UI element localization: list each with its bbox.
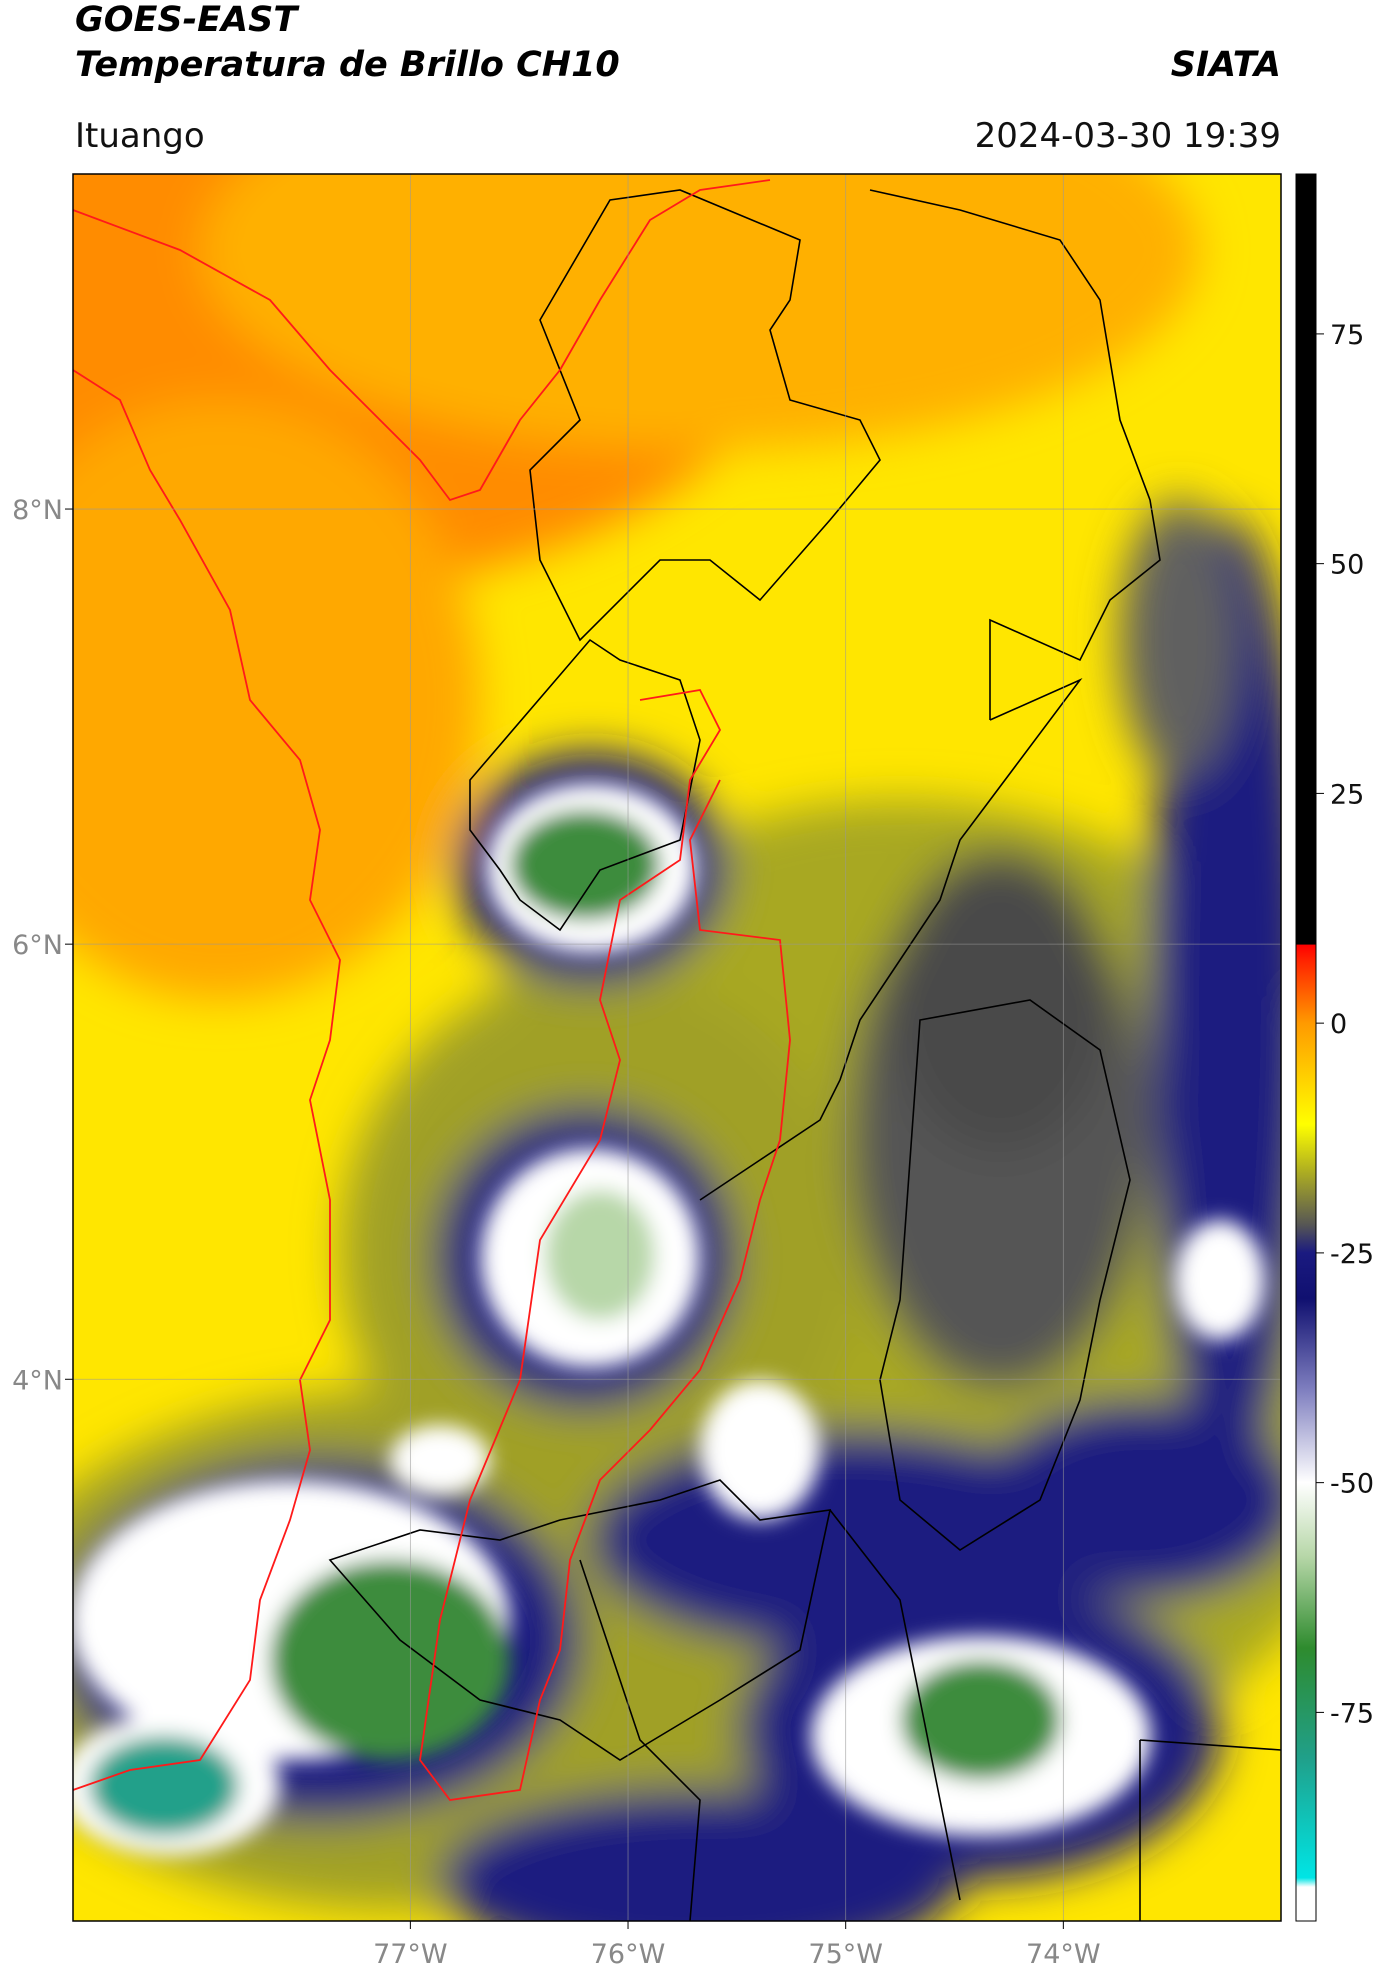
colorbar-tick-label: -50	[1330, 1469, 1374, 1500]
colorbar-tick-label: 0	[1330, 1009, 1347, 1040]
lon-tick-label: 74°W	[1026, 1939, 1101, 1970]
coastline-and-ituango	[73, 179, 791, 1801]
lon-tick-label: 75°W	[808, 1939, 883, 1970]
admin-borders	[328, 189, 1281, 1921]
graticule	[73, 174, 1281, 1921]
subtitle: Temperatura de Brillo CH10	[75, 45, 620, 85]
lat-tick-label: 8°N	[12, 495, 63, 526]
cold-tops	[73, 783, 1265, 1855]
colorbar-tick-label: 75	[1330, 320, 1364, 351]
location: Ituango	[75, 116, 205, 156]
colorbar-tick-label: 25	[1330, 779, 1364, 810]
lat-tick-label: 6°N	[12, 930, 63, 961]
lat-tick-label: 4°N	[12, 1365, 63, 1396]
datetime: 2024-03-30 19:39	[975, 116, 1281, 156]
title: GOES-EAST	[75, 0, 300, 40]
colorbar-tick-label: 50	[1330, 550, 1364, 581]
colorbar-tick-label: -75	[1330, 1698, 1374, 1729]
lon-tick-label: 76°W	[591, 1939, 666, 1970]
source: SIATA	[1171, 45, 1281, 85]
colorbar	[1295, 173, 1317, 1922]
colorbar-tick-label: -25	[1330, 1239, 1374, 1270]
lon-tick-label: 77°W	[373, 1939, 448, 1970]
map-frame	[72, 173, 1282, 1922]
